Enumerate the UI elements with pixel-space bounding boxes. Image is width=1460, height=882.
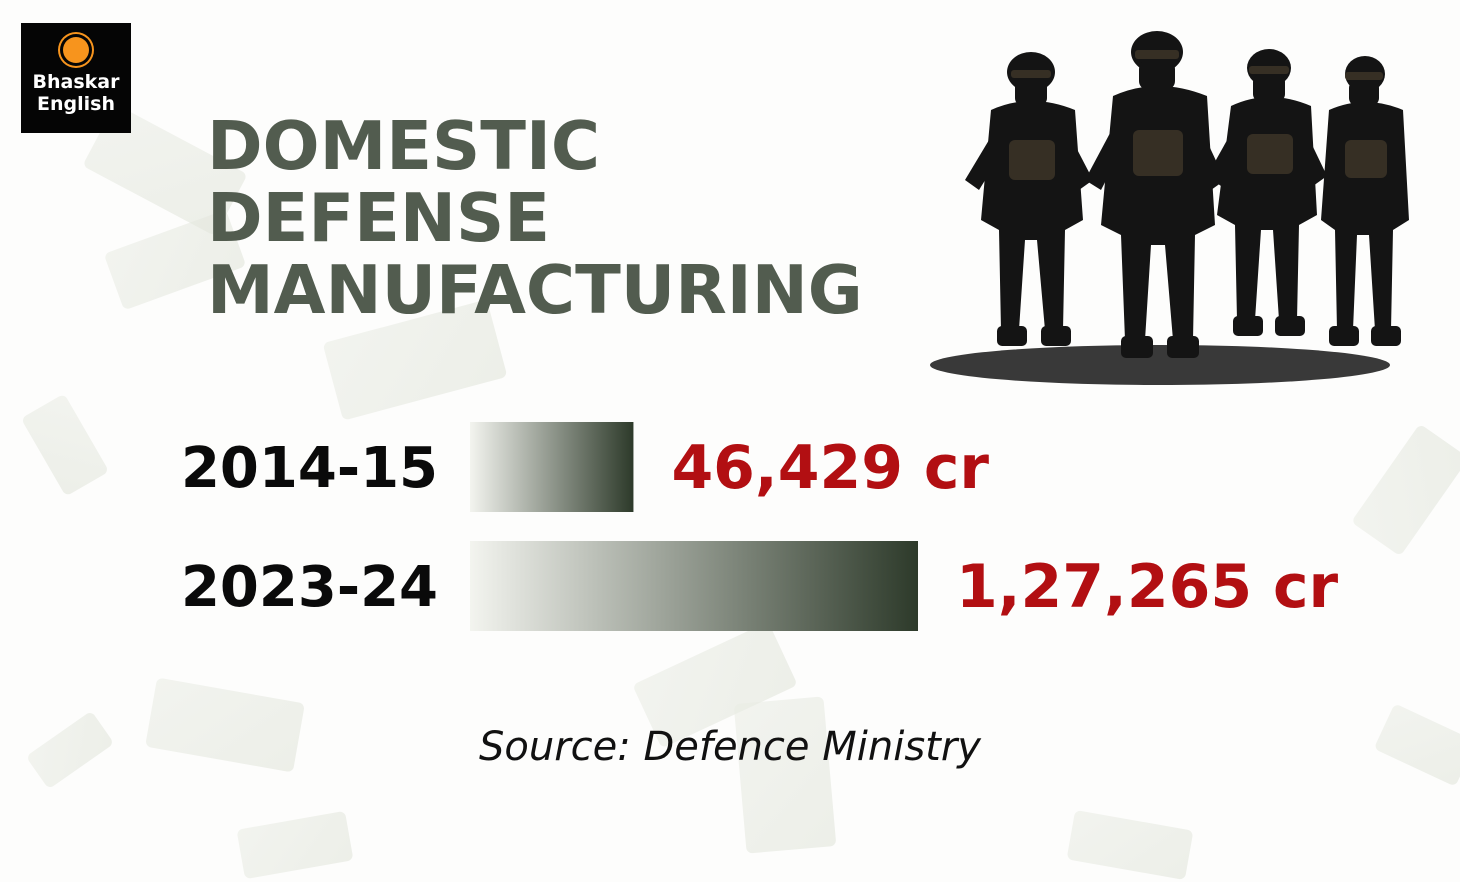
bhaskar-english-logo: Bhaskar English xyxy=(21,23,131,133)
bar-2014-15 xyxy=(470,422,634,512)
category-label: 2023-24 xyxy=(181,555,438,620)
title-line-3: MANUFACTURING xyxy=(207,251,863,329)
logo-text: Bhaskar English xyxy=(32,71,120,115)
chart-title: DOMESTIC DEFENSE MANUFACTURING xyxy=(207,110,863,326)
source-note: Source: Defence Ministry xyxy=(479,724,981,770)
value-label: 46,429 cr xyxy=(671,433,989,503)
title-line-2: DEFENSE xyxy=(207,179,551,257)
bar-2023-24 xyxy=(470,541,918,631)
sun-icon xyxy=(63,37,89,63)
soldiers-silhouette-illustration xyxy=(930,31,1409,385)
category-label: 2014-15 xyxy=(181,436,438,501)
title-line-1: DOMESTIC xyxy=(207,107,601,185)
value-label: 1,27,265 cr xyxy=(956,552,1339,622)
